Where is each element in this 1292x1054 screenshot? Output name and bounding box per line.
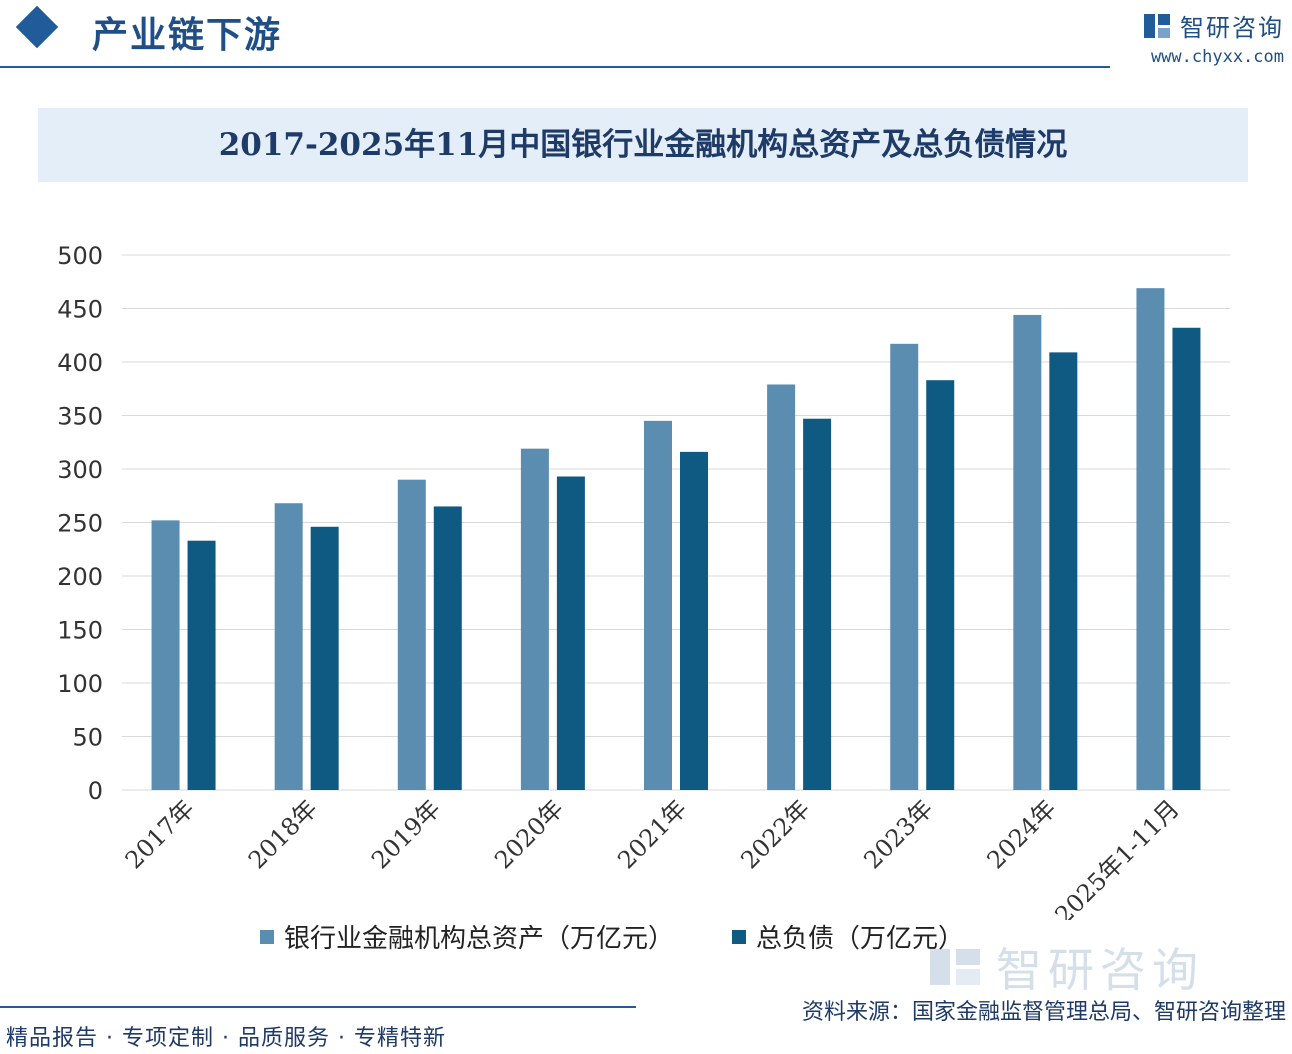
header-divider (0, 66, 1110, 68)
footer-divider (0, 1006, 636, 1008)
watermark: 智研咨询 (928, 934, 1204, 1000)
y-tick-label: 350 (57, 403, 103, 431)
legend-swatch-assets (260, 929, 274, 944)
y-tick-label: 400 (57, 349, 103, 377)
bar-liabilities (1049, 352, 1078, 790)
y-tick-label: 200 (57, 563, 103, 591)
x-tick-label: 2017年 (120, 794, 200, 874)
footer-tagline: 精品报告 · 专项定制 · 品质服务 · 专精特新 (6, 1026, 446, 1051)
legend-item-assets: 银行业金融机构总资产（万亿元） (260, 918, 674, 955)
y-tick-label: 50 (72, 724, 103, 752)
bar-assets (151, 520, 180, 790)
bar-assets (397, 479, 426, 790)
bar-liabilities (310, 526, 339, 790)
bar-chart: 0 50 100 150 200 250 300 350 400 450 500 2017年 2018年… (57, 242, 1230, 920)
brand-url[interactable]: www.chyxx.com (1150, 47, 1284, 67)
x-tick-label: 2023年 (859, 794, 939, 874)
header: 产业链下游 智研咨询 www.chyxx.com (0, 0, 1292, 70)
x-tick-label: 2022年 (735, 794, 815, 874)
bar-liabilities (187, 540, 216, 790)
diamond-icon (15, 5, 59, 49)
bar-assets (1013, 314, 1042, 790)
legend-item-liabilities: 总负债（万亿元） (732, 918, 964, 955)
x-tick-label: 2025年1-11月 (1050, 794, 1185, 920)
bar-liabilities (926, 380, 955, 790)
watermark-text: 智研咨询 (996, 943, 1204, 997)
x-tick-label: 2018年 (243, 794, 323, 874)
y-tick-label: 250 (57, 510, 103, 538)
legend-swatch-liabilities (732, 929, 747, 944)
chart-title: 2017-2025年11月中国银行业金融机构总资产及总负债情况 (218, 127, 1068, 163)
bar-liabilities (1172, 327, 1201, 790)
y-tick-label: 450 (57, 296, 103, 324)
brand-logo-icon (1144, 13, 1170, 38)
bar-assets (1136, 288, 1165, 790)
bar-liabilities (556, 476, 585, 790)
bar-assets (274, 503, 303, 790)
section-title: 产业链下游 (92, 14, 283, 56)
brand-name: 智研咨询 (1180, 14, 1284, 42)
bar-assets (767, 384, 796, 790)
x-tick-label: 2019年 (366, 794, 446, 874)
bar-liabilities (803, 418, 832, 790)
y-tick-label: 0 (88, 777, 103, 805)
x-tick-label: 2020年 (489, 794, 569, 874)
y-tick-label: 150 (57, 617, 103, 645)
y-tick-label: 500 (57, 242, 103, 270)
bar-assets (520, 448, 549, 790)
y-tick-label: 100 (57, 670, 103, 698)
x-tick-label: 2024年 (982, 794, 1062, 874)
legend: 银行业金融机构总资产（万亿元） 总负债（万亿元） (260, 918, 1022, 955)
watermark-logo-icon (930, 949, 980, 985)
x-tick-label: 2021年 (612, 794, 692, 874)
bar-liabilities (433, 506, 462, 790)
brand[interactable]: 智研咨询 www.chyxx.com (1142, 8, 1284, 67)
bar-liabilities (680, 451, 708, 790)
y-tick-label: 300 (57, 456, 103, 484)
bar-assets (890, 343, 919, 790)
legend-label-liabilities: 总负债（万亿元） (756, 924, 965, 954)
bar-assets (644, 420, 672, 790)
legend-label-assets: 银行业金融机构总资产（万亿元） (284, 924, 675, 954)
chart-title-band: 2017-2025年11月中国银行业金融机构总资产及总负债情况 (38, 108, 1248, 182)
footer-source: 资料来源：国家金融监督管理总局、智研咨询整理 (801, 1000, 1286, 1025)
